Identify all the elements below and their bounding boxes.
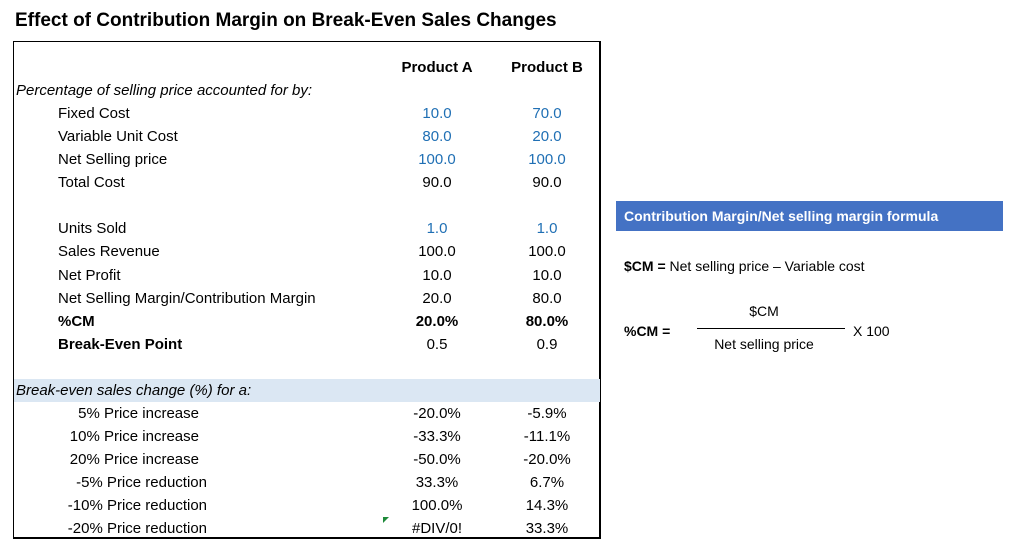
cell-a[interactable]: 20.0: [422, 290, 452, 307]
row-label[interactable]: Break-Even Point: [58, 336, 183, 353]
cell-b[interactable]: 100.0: [528, 243, 566, 260]
section-heading-percentages: Percentage of selling price accounted fo…: [14, 79, 600, 102]
row-label[interactable]: Fixed Cost: [58, 105, 130, 122]
table-row: %CM 20.0% 80.0%: [14, 310, 600, 333]
cell-a[interactable]: 100.0%: [411, 497, 463, 514]
row-label[interactable]: 5% Price increase: [78, 405, 199, 422]
pct-cm-label: %CM =: [624, 323, 671, 339]
fraction-numerator: $CM: [749, 303, 779, 319]
table-row: Units Sold 1.0 1.0: [14, 217, 600, 240]
table-row: -5% Price reduction 33.3% 6.7%: [14, 471, 600, 494]
section-heading-breakeven-change: Break-even sales change (%) for a:: [14, 379, 600, 402]
row-label[interactable]: Units Sold: [58, 220, 127, 237]
cell-b[interactable]: 70.0: [532, 105, 562, 122]
sheet-title: Effect of Contribution Margin on Break-E…: [15, 10, 557, 31]
cell-a[interactable]: 100.0: [418, 151, 456, 168]
error-flag-icon[interactable]: [383, 517, 389, 523]
section-label[interactable]: Break-even sales change (%) for a:: [16, 382, 252, 399]
cell-a[interactable]: #DIV/0!: [411, 520, 463, 537]
row-label[interactable]: -10% Price reduction: [67, 497, 207, 514]
fraction-denominator: Net selling price: [714, 336, 814, 352]
row-label[interactable]: Total Cost: [58, 174, 125, 191]
cell-b[interactable]: 90.0: [532, 174, 562, 191]
table-row: 10% Price increase -33.3% -11.1%: [14, 425, 600, 448]
cell-b[interactable]: 1.0: [536, 220, 558, 237]
cm-expression: Net selling price – Variable cost: [665, 258, 865, 274]
cell-b[interactable]: 10.0: [532, 267, 562, 284]
row-label[interactable]: -5% Price reduction: [76, 474, 207, 491]
cell-a[interactable]: 33.3%: [415, 474, 459, 491]
cell-a[interactable]: 20.0%: [415, 313, 459, 330]
row-label[interactable]: Net Profit: [58, 267, 121, 284]
cell-b[interactable]: 80.0: [532, 290, 562, 307]
table-row: -20% Price reduction #DIV/0! 33.3%: [14, 517, 600, 540]
table-row: Break-Even Point 0.5 0.9: [14, 333, 600, 356]
formula-heading: Contribution Margin/Net selling margin f…: [616, 201, 1003, 231]
break-even-table: Product A Product B Percentage of sellin…: [13, 41, 601, 539]
cell-b[interactable]: 80.0%: [525, 313, 569, 330]
table-row: Net Selling price 100.0 100.0: [14, 148, 600, 171]
cm-term: $CM =: [624, 258, 666, 274]
row-label[interactable]: Net Selling Margin/Contribution Margin: [58, 290, 316, 307]
fraction-multiplier: X 100: [853, 323, 890, 339]
cell-b[interactable]: 14.3%: [525, 497, 569, 514]
cell-a[interactable]: -50.0%: [413, 451, 461, 468]
cell-b[interactable]: -5.9%: [527, 405, 567, 422]
cell-b[interactable]: 33.3%: [525, 520, 569, 537]
cell-b[interactable]: -11.1%: [523, 428, 571, 445]
row-label[interactable]: 10% Price increase: [69, 428, 199, 445]
row-label[interactable]: Sales Revenue: [58, 243, 160, 260]
row-label[interactable]: Variable Unit Cost: [58, 128, 178, 145]
row-label[interactable]: %CM: [58, 313, 95, 330]
table-row: Variable Unit Cost 80.0 20.0: [14, 125, 600, 148]
table-row: Net Selling Margin/Contribution Margin 2…: [14, 287, 600, 310]
cell-a[interactable]: 90.0: [422, 174, 452, 191]
cell-b[interactable]: 20.0: [532, 128, 562, 145]
table-row: Total Cost 90.0 90.0: [14, 171, 600, 194]
col-header-product-a[interactable]: Product A: [401, 59, 473, 76]
table-row: -10% Price reduction 100.0% 14.3%: [14, 494, 600, 517]
col-header-product-b[interactable]: Product B: [511, 59, 583, 76]
cm-formula-line: $CM = Net selling price – Variable cost: [624, 258, 865, 274]
table-row: Sales Revenue 100.0 100.0: [14, 240, 600, 263]
row-label[interactable]: Net Selling price: [58, 151, 168, 168]
cell-b[interactable]: 6.7%: [529, 474, 565, 491]
cell-a[interactable]: 10.0: [422, 267, 452, 284]
cell-b[interactable]: 0.9: [536, 336, 558, 353]
cell-a[interactable]: 1.0: [426, 220, 448, 237]
row-label[interactable]: 20% Price increase: [69, 451, 199, 468]
cell-a[interactable]: -33.3%: [413, 428, 461, 445]
cell-a[interactable]: 0.5: [426, 336, 448, 353]
cell-b[interactable]: -20.0%: [523, 451, 571, 468]
row-label[interactable]: -20% Price reduction: [67, 520, 207, 537]
table-row: Net Profit 10.0 10.0: [14, 264, 600, 287]
table-row: 20% Price increase -50.0% -20.0%: [14, 448, 600, 471]
cell-a[interactable]: 100.0: [418, 243, 456, 260]
table-row: 5% Price increase -20.0% -5.9%: [14, 402, 600, 425]
cell-a[interactable]: 10.0: [422, 105, 452, 122]
section-label[interactable]: Percentage of selling price accounted fo…: [16, 82, 313, 99]
table-header-row: Product A Product B: [14, 56, 600, 79]
cell-b[interactable]: 100.0: [528, 151, 566, 168]
fraction-bar: [697, 328, 845, 329]
cell-a[interactable]: -20.0%: [413, 405, 461, 422]
table-row: Fixed Cost 10.0 70.0: [14, 102, 600, 125]
cell-a[interactable]: 80.0: [422, 128, 452, 145]
